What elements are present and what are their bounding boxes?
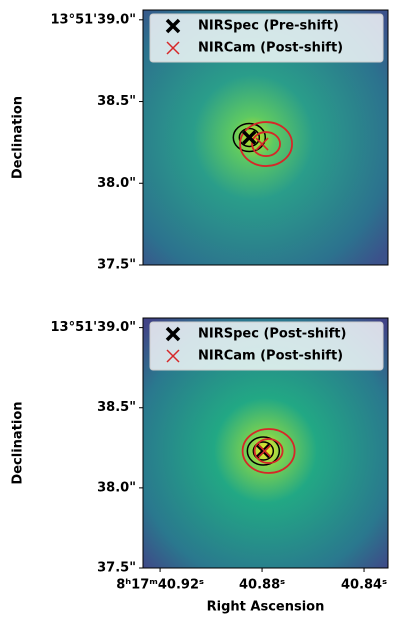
frame [142,317,389,569]
contour [239,121,293,167]
x-axis-label: Right Ascension [207,600,325,615]
marker-stroke [165,326,181,342]
marker-stroke [166,41,180,55]
y-tick-label: 37.5" [97,561,136,576]
marker-stroke [258,444,272,458]
legend-marker [166,41,180,55]
contour [253,438,284,464]
y-tick-label: 38.0" [97,480,136,495]
marker-stroke [242,130,257,145]
marker-stroke [166,349,180,363]
marker-stroke [255,137,269,151]
marker-stroke [256,443,271,459]
frame [142,9,389,266]
marker [258,444,272,458]
y-tick-label: 13°51'39.0" [50,320,136,335]
legend-box [149,13,384,63]
marker [242,130,257,145]
legend-label: NIRSpec (Pre-shift) [198,19,339,34]
x-tick-label: 40.84ˢ [341,578,387,593]
legend-label: NIRSpec (Post-shift) [198,327,346,342]
legend-marker [166,349,180,363]
y-tick-label: 37.5" [97,258,136,273]
contour [251,131,281,157]
y-tick-label: 38.5" [97,94,136,109]
legend-marker [165,18,181,34]
x-tick-label: 8ʰ17ᵐ40.92ˢ [116,578,204,593]
contour [238,127,261,148]
legend-marker [165,326,181,342]
x-tick-label: 40.88ˢ [239,578,285,593]
y-axis-label: Declination [11,401,26,484]
legend-label: NIRCam (Post-shift) [198,349,343,364]
contour [232,122,267,153]
marker [256,443,271,459]
legend-box [149,321,384,371]
y-axis-label: Declination [11,96,26,179]
contour [246,436,281,466]
legend-label: NIRCam (Post-shift) [198,41,343,56]
contour [241,428,296,474]
marker [255,137,269,151]
y-tick-label: 38.0" [97,176,136,191]
marker-stroke [165,18,181,34]
y-tick-label: 38.5" [97,400,136,415]
contour [252,441,275,461]
y-tick-label: 13°51'39.0" [50,12,136,27]
